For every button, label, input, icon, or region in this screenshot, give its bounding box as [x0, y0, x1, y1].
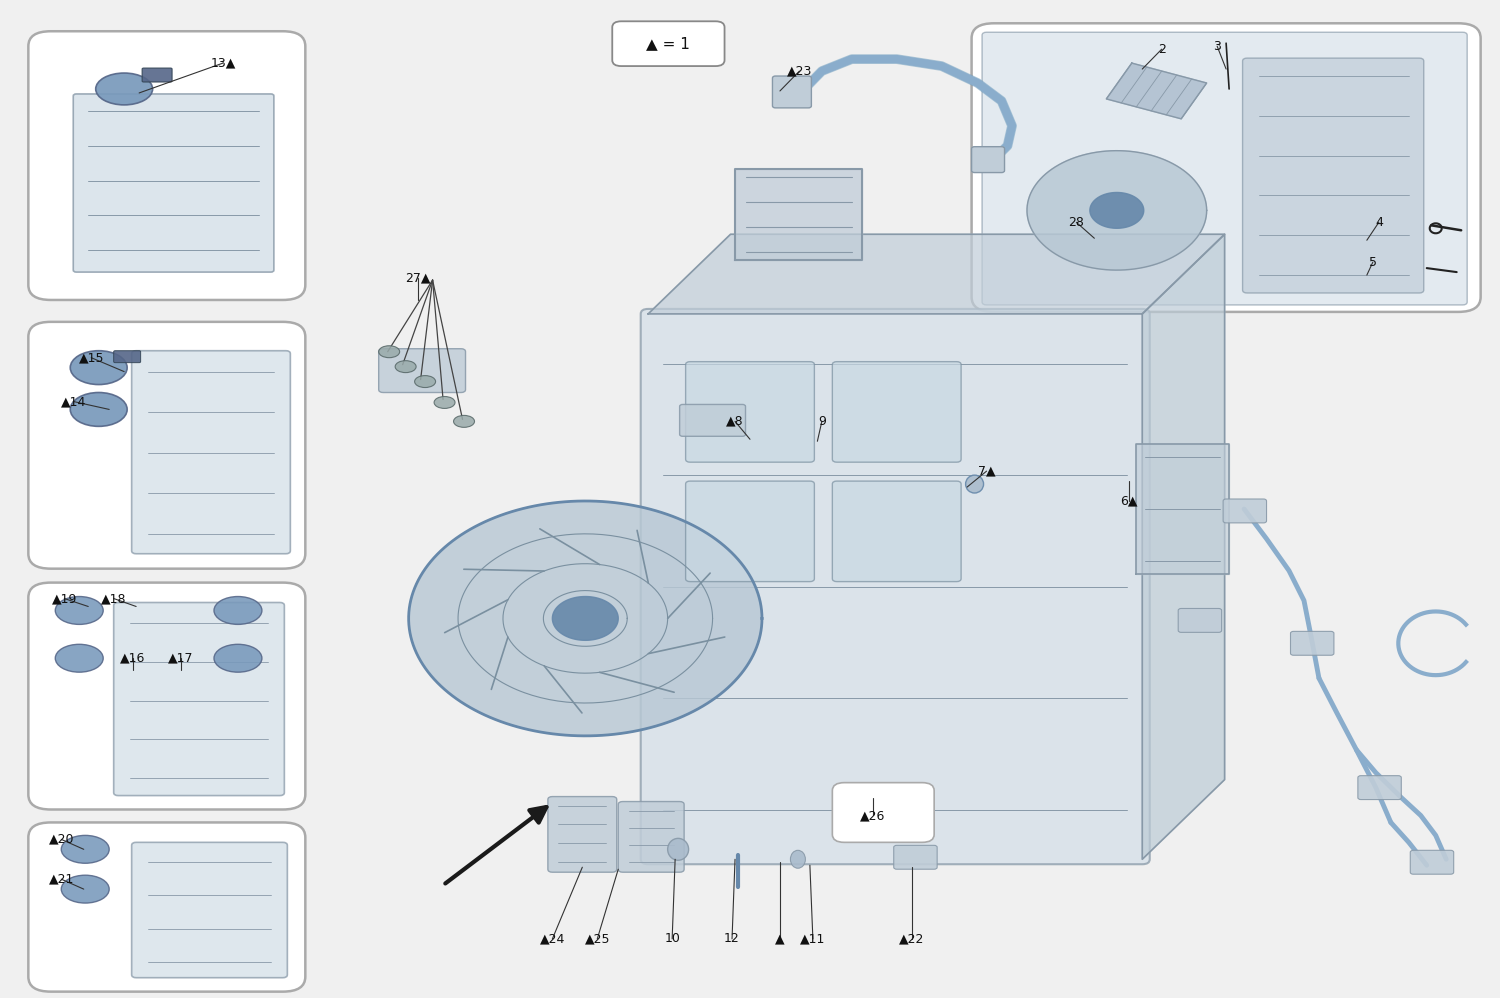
FancyBboxPatch shape [132, 842, 288, 978]
Polygon shape [408, 501, 762, 736]
Text: ▲22: ▲22 [898, 932, 924, 945]
FancyBboxPatch shape [74, 94, 274, 272]
FancyBboxPatch shape [833, 782, 934, 842]
Polygon shape [1143, 235, 1224, 859]
FancyBboxPatch shape [28, 31, 306, 300]
Ellipse shape [966, 475, 984, 493]
Text: 9: 9 [818, 415, 827, 428]
Ellipse shape [62, 835, 110, 863]
Text: ▲18: ▲18 [100, 592, 126, 605]
FancyBboxPatch shape [142, 68, 172, 82]
FancyBboxPatch shape [972, 23, 1480, 312]
FancyBboxPatch shape [640, 309, 1150, 864]
Polygon shape [552, 597, 618, 641]
Ellipse shape [214, 645, 262, 673]
Ellipse shape [433, 396, 454, 408]
Text: 5: 5 [1370, 255, 1377, 268]
Ellipse shape [414, 375, 435, 387]
Polygon shape [1028, 151, 1206, 270]
FancyBboxPatch shape [1222, 499, 1266, 523]
Text: ▲25: ▲25 [585, 932, 610, 945]
Text: 2: 2 [1158, 43, 1166, 56]
Polygon shape [1090, 193, 1144, 229]
Ellipse shape [70, 350, 128, 384]
FancyBboxPatch shape [972, 147, 1005, 173]
FancyBboxPatch shape [1178, 609, 1221, 633]
FancyBboxPatch shape [686, 481, 814, 582]
FancyBboxPatch shape [833, 361, 962, 462]
Text: ▲26: ▲26 [859, 809, 885, 822]
Ellipse shape [56, 645, 104, 673]
Ellipse shape [668, 838, 688, 860]
Text: ▲17: ▲17 [168, 652, 194, 665]
Text: ▲8: ▲8 [726, 415, 744, 428]
Text: 3: 3 [1214, 40, 1221, 53]
Polygon shape [1137, 444, 1228, 574]
FancyBboxPatch shape [114, 603, 285, 795]
Text: 28: 28 [1068, 216, 1084, 229]
Ellipse shape [70, 392, 128, 426]
FancyBboxPatch shape [833, 481, 962, 582]
FancyBboxPatch shape [114, 350, 141, 362]
Text: ▲23: ▲23 [786, 65, 812, 78]
Ellipse shape [453, 415, 474, 427]
Ellipse shape [96, 73, 153, 105]
Text: 10: 10 [664, 932, 680, 945]
FancyBboxPatch shape [1410, 850, 1454, 874]
Text: ▲21: ▲21 [48, 872, 74, 885]
FancyBboxPatch shape [1358, 775, 1401, 799]
Polygon shape [1107, 63, 1206, 119]
Polygon shape [735, 169, 862, 260]
FancyBboxPatch shape [772, 76, 812, 108]
Ellipse shape [790, 850, 806, 868]
FancyBboxPatch shape [28, 583, 306, 809]
Text: 27▲: 27▲ [405, 271, 430, 284]
FancyBboxPatch shape [28, 822, 306, 992]
FancyBboxPatch shape [28, 321, 306, 569]
FancyBboxPatch shape [1242, 58, 1424, 293]
Text: ▲14: ▲14 [60, 395, 86, 408]
Ellipse shape [62, 875, 110, 903]
Text: ▲11: ▲11 [800, 932, 825, 945]
FancyBboxPatch shape [1290, 632, 1334, 656]
FancyBboxPatch shape [680, 404, 746, 436]
FancyBboxPatch shape [132, 350, 291, 554]
Text: 4: 4 [1376, 216, 1383, 229]
Text: ▲20: ▲20 [48, 833, 74, 846]
FancyBboxPatch shape [612, 21, 724, 66]
FancyBboxPatch shape [618, 801, 684, 872]
FancyBboxPatch shape [982, 32, 1467, 305]
Text: ▲: ▲ [776, 932, 784, 945]
Text: 7▲: 7▲ [978, 465, 996, 478]
Text: 12: 12 [724, 932, 740, 945]
Polygon shape [648, 235, 1224, 314]
FancyBboxPatch shape [378, 348, 465, 392]
FancyBboxPatch shape [686, 361, 814, 462]
Text: 6▲: 6▲ [1120, 494, 1137, 508]
Ellipse shape [378, 345, 399, 357]
Ellipse shape [214, 597, 262, 625]
Text: ▲19: ▲19 [51, 592, 76, 605]
Text: 13▲: 13▲ [210, 57, 236, 70]
Text: ▲15: ▲15 [78, 351, 104, 364]
Text: ▲24: ▲24 [540, 932, 566, 945]
FancyBboxPatch shape [548, 796, 616, 872]
FancyBboxPatch shape [894, 845, 938, 869]
Ellipse shape [394, 360, 416, 372]
Ellipse shape [56, 597, 104, 625]
Text: ▲ = 1: ▲ = 1 [646, 36, 690, 51]
Text: ▲16: ▲16 [120, 652, 146, 665]
